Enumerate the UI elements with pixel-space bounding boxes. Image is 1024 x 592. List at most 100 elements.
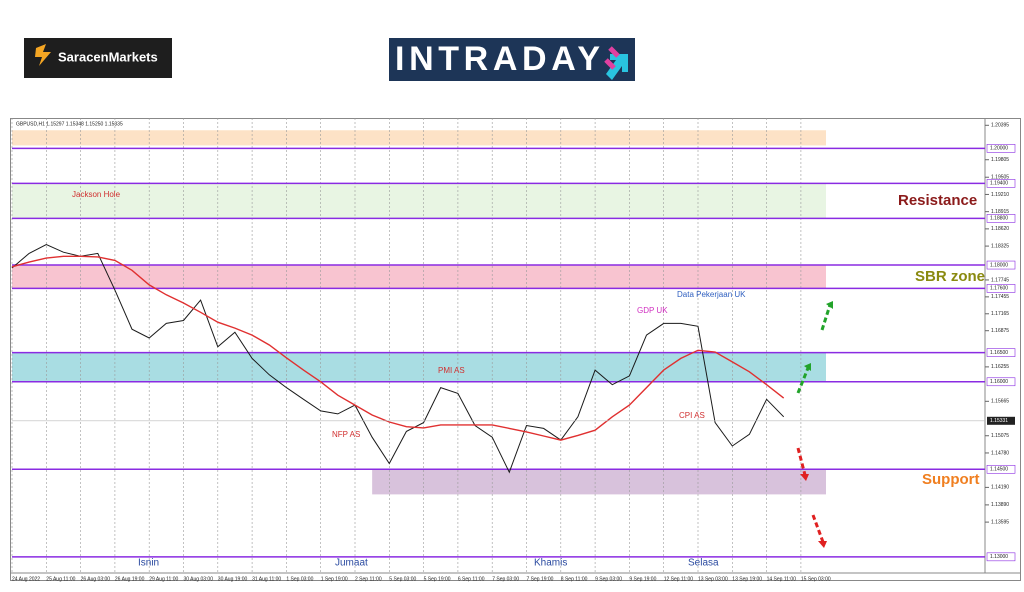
day-label: Khamis (534, 558, 567, 569)
y-tick-label: 1.15665 (991, 399, 1009, 405)
level-label-box (986, 284, 1016, 293)
level-label-box (986, 260, 1016, 270)
day-label: Isnin (138, 558, 159, 569)
x-tick-label: 6 Sep 11:00 (458, 576, 485, 582)
y-tick-label: 1.13595 (991, 519, 1009, 525)
level-label: 1.16500 (990, 350, 1008, 356)
level-label: 1.19400 (990, 181, 1008, 187)
arrow-down (796, 447, 807, 476)
y-tick-label: 1.17455 (991, 294, 1009, 300)
y-tick-label: 1.19805 (991, 157, 1009, 163)
event-annotation: CPI AS (679, 411, 705, 420)
event-annotation: Jackson Hole (72, 190, 121, 199)
x-tick-label: 29 Aug 11:00 (149, 576, 178, 582)
y-tick-label: 1.17745 (991, 277, 1009, 283)
intraday-arrow (606, 54, 628, 80)
symbol-line: GBPUSD,H1 1.15297 1.15348 1.15250 1.1533… (16, 121, 123, 127)
day-label: Selasa (688, 558, 719, 569)
x-tick-label: 1 Sep 19:00 (321, 576, 348, 582)
day-label: Jumaat (335, 558, 368, 569)
zone (372, 469, 826, 495)
x-tick-label: 30 Aug 19:00 (218, 576, 248, 582)
zone (12, 183, 826, 219)
x-tick-label: 26 Aug 19:00 (115, 576, 145, 582)
x-tick-label: 26 Aug 03:00 (81, 576, 111, 582)
zone-label: SBR zone (915, 268, 985, 285)
intraday-text: INTRADAY (395, 40, 600, 78)
level-label-box (986, 377, 1016, 387)
arrow-head (826, 301, 833, 309)
intraday-accent (604, 46, 620, 70)
x-tick-label: 12 Sep 11:00 (664, 576, 694, 582)
y-tick-label: 1.15075 (991, 433, 1009, 439)
x-tick-label: 5 Sep 03:00 (389, 576, 416, 582)
zone (12, 352, 826, 382)
price-line (11, 244, 785, 474)
zone (12, 130, 826, 146)
x-tick-label: 25 Aug 11:00 (46, 576, 75, 582)
y-tick-label: 1.18620 (991, 226, 1009, 232)
zone-label: Resistance (898, 192, 977, 209)
level-label: 1.16000 (990, 379, 1008, 385)
brand-name: SaracenMarkets (58, 49, 158, 64)
last-price-label: 1.15331 (990, 418, 1008, 424)
y-tick-label: 1.14190 (991, 485, 1009, 491)
brand-logo (24, 38, 172, 78)
arrow-up (820, 304, 832, 331)
arrow-head (804, 363, 811, 371)
moving-average (11, 255, 785, 441)
x-tick-label: 31 Aug 11:00 (252, 576, 281, 582)
event-annotation: NFP AS (332, 430, 360, 439)
y-tick-label: 1.16255 (991, 364, 1009, 370)
level-label-box (986, 464, 1016, 474)
arrow-head (818, 541, 827, 548)
y-tick-label: 1.18915 (991, 209, 1009, 215)
zone-label: Support (922, 471, 980, 488)
x-tick-label: 2 Sep 11:00 (355, 576, 382, 582)
x-tick-label: 13 Sep 19:00 (732, 576, 762, 582)
x-tick-label: 15 Sep 03:00 (801, 576, 831, 582)
level-label-box (986, 348, 1016, 357)
last-price-box (987, 416, 1015, 425)
y-tick-label: 1.14780 (991, 450, 1009, 456)
y-tick-label: 1.13890 (991, 502, 1009, 508)
x-tick-label: 24 Aug 2022 (12, 576, 40, 582)
x-tick-label: 30 Aug 03:00 (184, 576, 214, 582)
level-label-box (986, 179, 1016, 188)
level-label: 1.13000 (990, 554, 1008, 560)
x-tick-label: 9 Sep 19:00 (629, 576, 656, 582)
zone (12, 265, 826, 289)
intraday-logo (389, 38, 635, 81)
level-label-box (986, 214, 1016, 223)
x-tick-label: 5 Sep 19:00 (424, 576, 451, 582)
chart-frame (10, 118, 1021, 581)
level-label: 1.17600 (990, 286, 1008, 292)
level-label-box (986, 144, 1016, 153)
x-tick-label: 13 Sep 03:00 (698, 576, 728, 582)
arrows (796, 301, 833, 548)
x-tick-label: 7 Sep 19:00 (527, 576, 554, 582)
y-tick-label: 1.20395 (991, 123, 1009, 129)
level-label: 1.14500 (990, 467, 1008, 473)
event-annotation: Data Pekerjaan UK (677, 290, 746, 299)
arrow-up (796, 367, 810, 394)
x-tick-label: 8 Sep 11:00 (561, 576, 588, 582)
x-tick-label: 9 Sep 03:00 (595, 576, 622, 582)
event-annotation: PMI AS (438, 366, 465, 375)
y-tick-label: 1.19210 (991, 192, 1009, 198)
level-label: 1.18000 (990, 262, 1008, 268)
x-tick-label: 1 Sep 03:00 (286, 576, 313, 582)
brand-icon (35, 44, 51, 66)
x-tick-label: 7 Sep 03:00 (492, 576, 519, 582)
level-label: 1.18800 (990, 216, 1008, 222)
y-tick-label: 1.17165 (991, 311, 1009, 317)
y-tick-label: 1.16875 (991, 328, 1009, 334)
y-tick-label: 1.18325 (991, 243, 1009, 249)
x-tick-label: 14 Sep 11:00 (767, 576, 797, 582)
event-annotation: GDP UK (637, 306, 668, 315)
y-tick-label: 1.19505 (991, 175, 1009, 181)
level-label-box (986, 552, 1016, 562)
arrow-head (800, 474, 809, 481)
